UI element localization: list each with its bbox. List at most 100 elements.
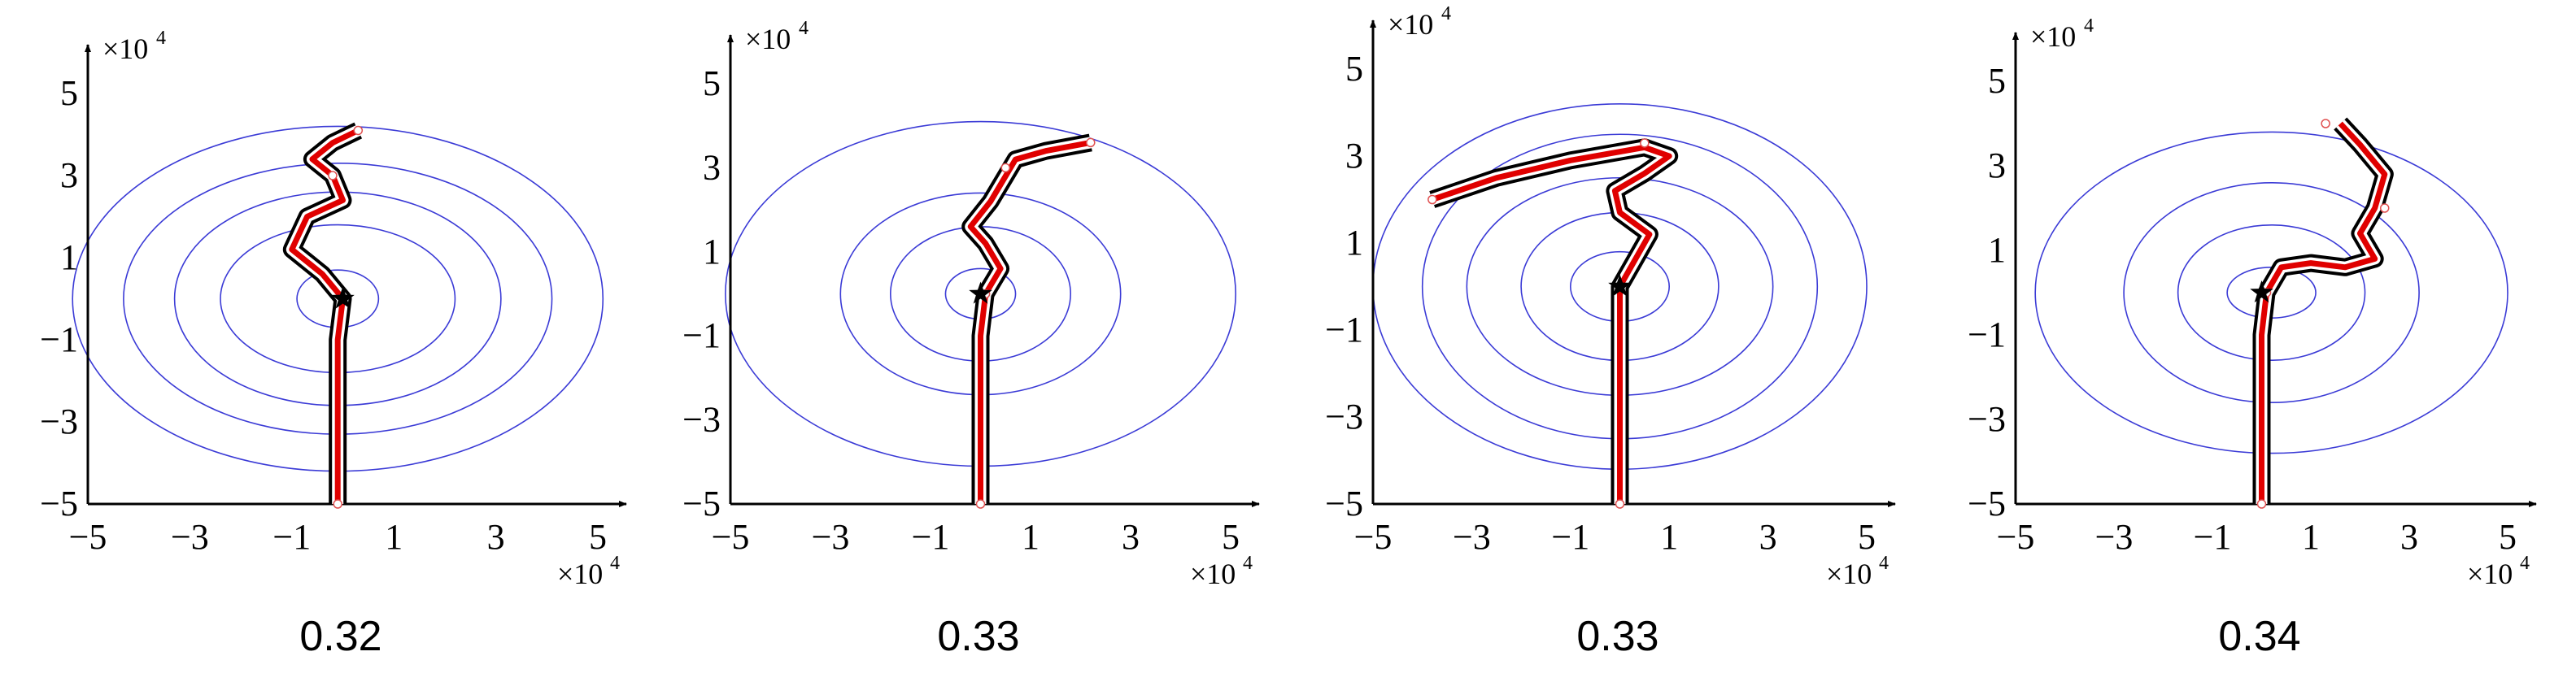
waypoint-marker [1086, 137, 1096, 148]
x-tick-label: −5 [69, 517, 107, 557]
path-line [967, 139, 1092, 504]
path-line [1431, 144, 1672, 504]
panel-caption: 0.32 [299, 613, 381, 660]
x-tick-label: 3 [487, 517, 505, 557]
panel-caption: 0.33 [937, 613, 1019, 660]
waypoint-marker [2380, 203, 2390, 213]
y-axis-exponent: 4 [1441, 3, 1451, 24]
contour-ring [2123, 182, 2420, 403]
y-tick-label: −1 [1968, 315, 2006, 354]
y-tick-label: 3 [703, 147, 721, 187]
y-axis-exponent: 4 [2084, 15, 2094, 37]
waypoint-marker [353, 125, 364, 136]
x-tick-label: 1 [1660, 517, 1678, 557]
path-outer [2252, 117, 2394, 504]
y-tick-label: 1 [60, 237, 78, 277]
y-tick-label: 1 [1345, 223, 1363, 263]
y-tick-label: 5 [1988, 61, 2006, 101]
x-tick-label: −5 [1997, 517, 2035, 557]
y-tick-label: 5 [1345, 49, 1363, 89]
start-star-marker [331, 286, 355, 309]
panel-caption: 0.33 [1576, 613, 1658, 660]
path-outer [282, 122, 363, 504]
y-axis-multiplier: ×10 [2030, 20, 2076, 53]
x-axis-multiplier: ×10 [1190, 558, 1236, 590]
waypoint-marker [1427, 194, 1437, 205]
y-axis-multiplier: ×10 [102, 33, 148, 65]
y-tick-label: −5 [1968, 484, 2006, 523]
x-axis-exponent: 4 [2520, 553, 2530, 574]
y-axis-multiplier: ×10 [745, 23, 791, 55]
y-tick-label: −1 [682, 315, 721, 355]
y-tick-label: 3 [1345, 136, 1363, 176]
start-star-marker [2250, 280, 2273, 303]
y-tick-label: −3 [1325, 397, 1363, 437]
x-tick-label: −1 [912, 517, 950, 557]
waypoint-marker [2256, 499, 2267, 509]
y-tick-label: 1 [703, 232, 721, 271]
y-tick-label: −1 [40, 319, 78, 359]
x-axis-multiplier: ×10 [1826, 558, 1872, 590]
path-gap [2256, 119, 2391, 504]
x-tick-label: 3 [1122, 517, 1140, 557]
x-tick-label: −5 [1354, 517, 1393, 557]
y-tick-label: 3 [1988, 146, 2006, 185]
x-tick-label: 5 [589, 517, 607, 557]
x-tick-label: −3 [2095, 517, 2134, 557]
y-tick-label: −1 [1325, 310, 1363, 350]
y-tick-label: −3 [40, 402, 78, 441]
x-tick-label: −3 [1453, 517, 1491, 557]
path-line [2259, 121, 2388, 504]
waypoint-marker [1000, 163, 1010, 173]
y-tick-label: −5 [1325, 484, 1363, 523]
x-axis-exponent: 4 [1879, 553, 1889, 574]
x-tick-label: 5 [1222, 517, 1240, 557]
x-tick-label: 1 [1022, 517, 1040, 557]
contour-ring [2034, 131, 2508, 454]
y-tick-label: −5 [40, 484, 78, 523]
x-tick-label: −3 [812, 517, 850, 557]
x-axis-exponent: 4 [1243, 553, 1253, 574]
waypoint-marker [1615, 499, 1625, 509]
y-tick-label: 3 [60, 155, 78, 195]
x-tick-label: 3 [2400, 517, 2418, 557]
x-axis-multiplier: ×10 [2467, 558, 2513, 590]
x-tick-label: 1 [2302, 517, 2320, 557]
waypoint-marker [333, 499, 342, 509]
y-tick-label: −5 [682, 484, 721, 523]
y-tick-label: 1 [1988, 230, 2006, 270]
y-axis-multiplier: ×10 [1388, 8, 1433, 41]
panel-caption: 0.34 [2218, 613, 2300, 660]
waypoint-marker [975, 499, 986, 509]
x-tick-label: 5 [1858, 517, 1876, 557]
waypoint-marker [328, 171, 338, 180]
x-tick-label: −5 [712, 517, 750, 557]
y-tick-label: −3 [682, 400, 721, 440]
y-tick-label: −3 [1968, 399, 2006, 439]
start-star-marker [1608, 274, 1632, 297]
y-tick-label: 5 [703, 63, 721, 103]
path-line [289, 128, 360, 504]
path-outer [1429, 138, 1679, 504]
y-axis-exponent: 4 [156, 28, 166, 49]
x-tick-label: 3 [1759, 517, 1777, 557]
x-tick-label: −1 [1551, 517, 1589, 557]
y-tick-label: 5 [60, 73, 78, 113]
waypoint-marker [2321, 119, 2330, 128]
waypoint-marker [1640, 138, 1650, 148]
x-tick-label: 5 [2499, 517, 2517, 557]
x-tick-label: 1 [385, 517, 403, 557]
start-star-marker [969, 281, 992, 304]
x-tick-label: −3 [171, 517, 209, 557]
x-axis-exponent: 4 [610, 553, 620, 574]
x-axis-multiplier: ×10 [557, 558, 603, 590]
y-axis-exponent: 4 [799, 18, 809, 39]
x-tick-label: −1 [272, 517, 311, 557]
path-gap [1430, 141, 1676, 504]
x-tick-label: −1 [2194, 517, 2232, 557]
